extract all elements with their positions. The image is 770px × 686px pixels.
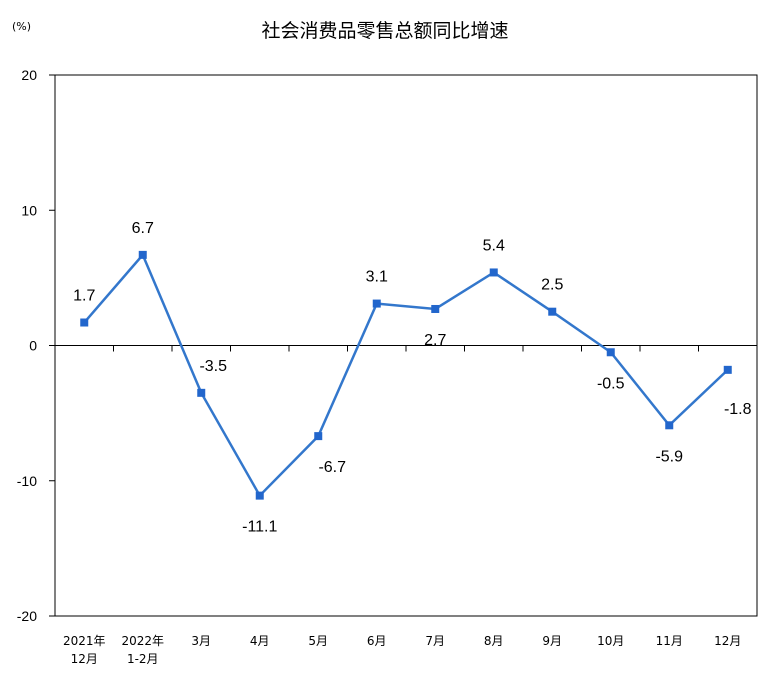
chart-title: 社会消费品零售总额同比增速 bbox=[261, 20, 508, 42]
data-label: -11.1 bbox=[242, 519, 277, 536]
x-tick-label: 2022年 1-2月 bbox=[121, 634, 164, 666]
y-tick-label: 0 bbox=[29, 338, 37, 354]
x-tick-label: 11月 bbox=[656, 634, 683, 648]
data-point-marker bbox=[489, 268, 498, 277]
data-point-marker bbox=[314, 432, 323, 441]
x-tick-label: 8月 bbox=[484, 634, 504, 648]
data-point-marker bbox=[255, 491, 264, 500]
data-label: -5.9 bbox=[655, 448, 683, 465]
data-label: -3.5 bbox=[199, 358, 227, 375]
data-point-marker bbox=[80, 318, 89, 327]
data-label: 2.7 bbox=[424, 332, 446, 349]
data-label: 2.5 bbox=[541, 277, 563, 294]
x-tick-label: 9月 bbox=[542, 634, 562, 648]
data-label: -6.7 bbox=[318, 459, 346, 476]
x-tick-label: 2021年 12月 bbox=[63, 634, 106, 666]
x-tick-label: 5月 bbox=[308, 634, 328, 648]
data-point-marker bbox=[723, 365, 732, 374]
data-label: 5.4 bbox=[483, 237, 505, 254]
x-tick-label: 10月 bbox=[597, 634, 624, 648]
x-tick-label: 6月 bbox=[367, 634, 387, 648]
data-point-marker bbox=[548, 307, 557, 316]
data-label: 3.1 bbox=[366, 269, 388, 286]
y-tick-label: -10 bbox=[17, 473, 37, 489]
x-tick-label: 4月 bbox=[250, 634, 270, 648]
x-tick-label: 7月 bbox=[425, 634, 445, 648]
data-label: -0.5 bbox=[597, 375, 625, 392]
data-label: 6.7 bbox=[132, 220, 154, 237]
data-point-marker bbox=[606, 348, 615, 357]
data-point-marker bbox=[431, 304, 440, 313]
y-tick-label: -20 bbox=[17, 608, 37, 624]
series-line bbox=[83, 252, 729, 498]
data-point-marker bbox=[197, 388, 206, 397]
data-label: 1.7 bbox=[73, 288, 95, 305]
y-tick-label: 10 bbox=[21, 202, 37, 218]
data-point-marker bbox=[138, 250, 147, 259]
x-tick-label: 12月 bbox=[714, 634, 741, 648]
y-tick-label: 20 bbox=[21, 67, 37, 83]
data-point-marker bbox=[665, 421, 674, 430]
unit-label: (%) bbox=[12, 20, 31, 33]
data-label: -1.8 bbox=[724, 401, 752, 418]
x-tick-label: 3月 bbox=[191, 634, 211, 648]
data-point-marker bbox=[372, 299, 381, 308]
